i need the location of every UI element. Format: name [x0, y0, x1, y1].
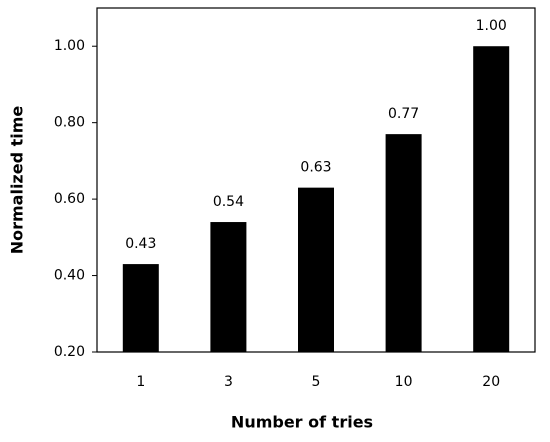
y-tick-label: 0.80	[54, 115, 85, 131]
value-label: 0.43	[125, 236, 156, 252]
bar	[210, 222, 247, 352]
y-tick-label: 1.00	[54, 38, 85, 54]
value-label: 0.63	[300, 160, 331, 176]
y-axis-title: Normalized time	[8, 106, 27, 255]
bar	[122, 264, 159, 352]
y-tick-label: 0.60	[54, 191, 85, 207]
x-tick-label: 3	[224, 374, 233, 390]
bar	[385, 134, 422, 352]
x-tick-label: 10	[395, 374, 413, 390]
bar	[473, 46, 510, 352]
x-tick-label: 20	[482, 374, 500, 390]
value-label: 1.00	[476, 18, 507, 34]
x-tick-label: 1	[136, 374, 145, 390]
x-tick-label: 5	[312, 374, 321, 390]
value-label: 0.54	[213, 194, 244, 210]
y-tick-label: 0.20	[54, 344, 85, 360]
value-label: 0.77	[388, 106, 419, 122]
bar	[298, 187, 334, 352]
y-tick-label: 0.40	[54, 268, 85, 284]
x-axis-title: Number of tries	[231, 413, 373, 432]
